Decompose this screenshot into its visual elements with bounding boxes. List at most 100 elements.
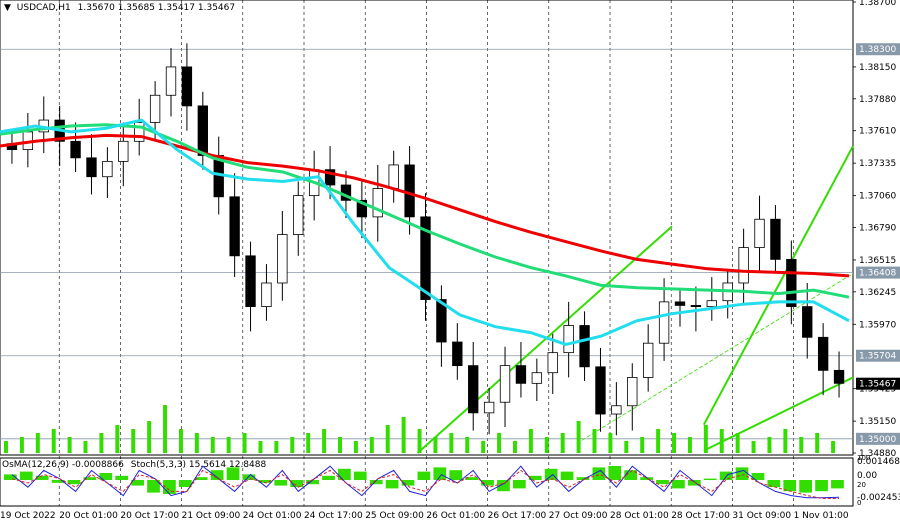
osma-bar [497, 480, 510, 492]
volume-bar [83, 441, 88, 453]
price-tick-label: 1.35150 [859, 417, 896, 427]
volume-bar [385, 425, 390, 453]
volume-bar [656, 429, 661, 453]
channel-lower-line [703, 376, 854, 452]
volume-bar [512, 441, 517, 453]
osma-bar [465, 477, 478, 480]
volume-bar [417, 429, 422, 453]
osma-bar [4, 474, 17, 480]
osma-bar [560, 471, 574, 480]
volume-bar [99, 433, 104, 453]
volume-bar [815, 433, 820, 453]
osma-bar [178, 480, 192, 487]
candles [6, 43, 845, 436]
stoch-axis-label: 100 [857, 454, 870, 462]
volume-bar [449, 433, 454, 453]
time-tick-label: 24 Oct 17:00 [304, 511, 363, 521]
volume-bar [290, 437, 295, 453]
time-tick-label: 31 Oct 09:00 [732, 511, 791, 521]
volume-bar [51, 429, 56, 453]
osma-bar [322, 475, 335, 480]
stoch-label: Stoch(5,3,3) 15.5614 12.8488 [131, 460, 267, 470]
ema-cyan-line [0, 118, 850, 346]
candle-body [706, 300, 717, 308]
volume-bar [528, 429, 533, 453]
candle-body [165, 66, 177, 96]
osma-bar [83, 477, 97, 480]
volume-bar [353, 441, 358, 453]
osma-bar [815, 480, 828, 492]
volume-bar [210, 437, 215, 453]
symbol-label: USDCAD,H1 [17, 3, 71, 13]
candle-body [436, 299, 447, 343]
osma-bar [290, 480, 304, 487]
candle-body [372, 188, 383, 218]
level-badge [856, 432, 900, 445]
osma-bar [194, 477, 208, 480]
volume-bar [131, 429, 136, 453]
volume-bar [19, 437, 24, 453]
level-badge [856, 266, 900, 279]
candle-body [531, 372, 543, 384]
candle-body [786, 258, 797, 308]
volume-bar [258, 441, 263, 453]
candle-body [770, 218, 781, 260]
osma-bar [274, 480, 288, 486]
osma-bar [306, 480, 319, 485]
osma-bar [719, 471, 733, 480]
volume-bar [831, 441, 836, 453]
time-tick-label: 25 Oct 09:00 [365, 511, 424, 521]
candle-body [70, 140, 81, 159]
osma-bar [417, 471, 431, 480]
osma-bar [799, 480, 813, 493]
candle-body [627, 377, 638, 407]
price-tick-label: 1.38150 [859, 63, 896, 73]
level-badge-label: 1.35000 [859, 435, 896, 445]
time-tick-label: 20 Oct 17:00 [120, 511, 179, 521]
osma-bar [385, 480, 399, 489]
time-tick-label: 24 Oct 01:00 [243, 511, 302, 521]
candle-body [181, 66, 193, 107]
price-tick-label: 1.34880 [859, 449, 896, 459]
osma-bar [735, 467, 749, 480]
candle-body [245, 255, 256, 308]
time-tick-label: 21 Oct 09:00 [182, 511, 241, 521]
indicator-header: OsMA(12,26,9) -0.0008866 Stoch(5,3,3) 15… [2, 460, 266, 470]
candle-body [738, 247, 749, 284]
volume-bar [640, 437, 645, 453]
osma-bar [131, 480, 144, 486]
candle-body [420, 216, 431, 300]
channel-upper-extension [702, 145, 854, 426]
osma-bar [115, 475, 129, 480]
candle-body [388, 164, 399, 189]
volume-bar [178, 429, 183, 453]
candle-body [293, 195, 304, 235]
ema-green-line [0, 123, 850, 299]
candle-body [611, 405, 622, 415]
volume-bar [163, 405, 168, 453]
candle-body [277, 234, 288, 284]
volume-bar [799, 437, 804, 453]
osma-bar [544, 468, 558, 480]
price-tick-label: 1.37880 [859, 95, 896, 105]
moving-averages [0, 118, 850, 346]
candle-body [261, 282, 272, 308]
price-tick-label: 1.36790 [859, 224, 896, 234]
indicator-axis-label: 0.00 [857, 471, 877, 481]
chart-header: ▼ USDCAD,H1 1.35670 1.35685 1.35417 1.35… [4, 3, 235, 13]
volume-bar [35, 433, 40, 453]
stochastic-lines [11, 465, 840, 499]
candle-body [563, 325, 574, 354]
candle-body [356, 199, 368, 218]
candle-body [690, 305, 702, 308]
volume-bar [338, 437, 342, 453]
candle-body [579, 325, 590, 368]
volume-bar [306, 433, 311, 453]
price-tick-label: 1.37610 [859, 127, 896, 137]
osma-bar [353, 471, 367, 480]
price-tick-label: 1.35970 [859, 320, 896, 330]
candle-body [197, 105, 208, 156]
osma-bar [831, 480, 844, 489]
osma-bar [226, 467, 240, 480]
